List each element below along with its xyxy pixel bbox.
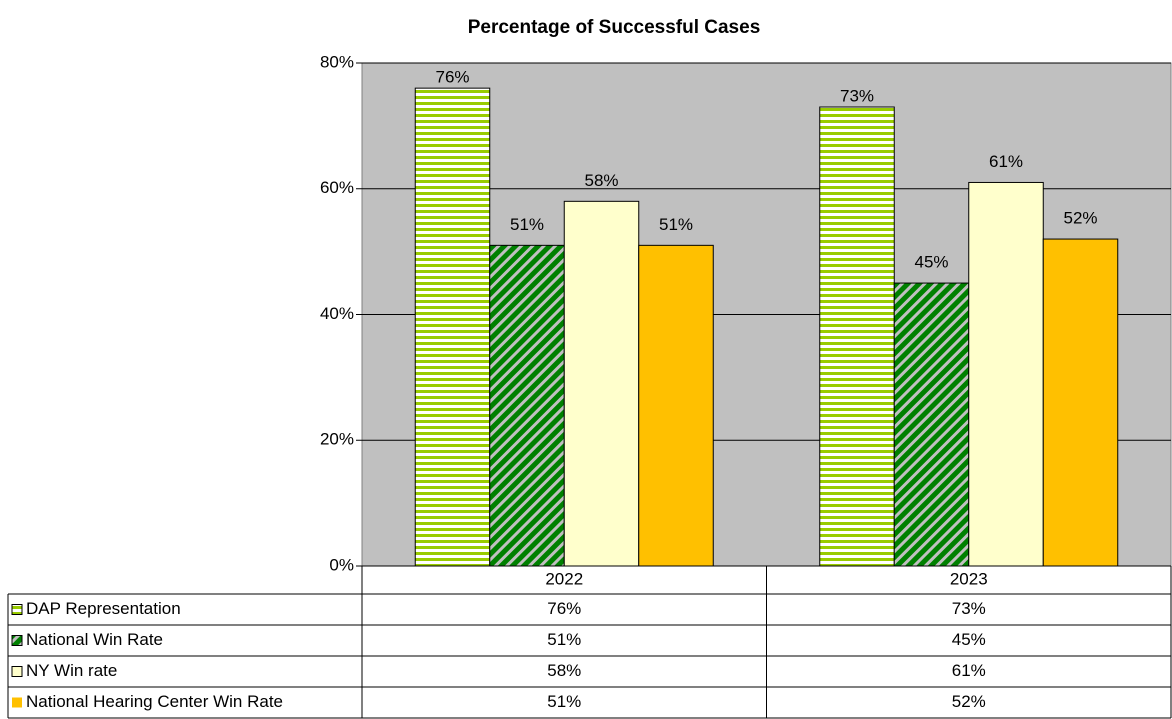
bar bbox=[489, 244, 565, 567]
legend-key bbox=[11, 635, 23, 646]
y-tick-label: 20% bbox=[320, 430, 354, 449]
x-tick-label: 2023 bbox=[950, 569, 988, 588]
table-value: 52% bbox=[952, 692, 986, 711]
table-value: 51% bbox=[547, 630, 581, 649]
value-label: 51% bbox=[510, 215, 544, 234]
value-label: 45% bbox=[914, 253, 948, 272]
table-value: 73% bbox=[952, 599, 986, 618]
value-label: 52% bbox=[1063, 209, 1097, 228]
bar bbox=[893, 282, 970, 567]
bar bbox=[414, 87, 491, 567]
y-tick-label: 80% bbox=[320, 52, 354, 71]
bar bbox=[819, 106, 895, 567]
bar bbox=[563, 200, 640, 567]
y-tick-label: 40% bbox=[320, 304, 354, 323]
bar bbox=[1042, 238, 1119, 567]
legend-label: National Hearing Center Win Rate bbox=[26, 692, 283, 711]
legend-key bbox=[12, 697, 22, 708]
x-tick-label: 2022 bbox=[545, 569, 583, 588]
legend-label: NY Win rate bbox=[26, 661, 117, 680]
y-tick-label: 60% bbox=[320, 178, 354, 197]
table-value: 51% bbox=[547, 692, 581, 711]
legend-key bbox=[11, 604, 23, 615]
bar bbox=[968, 181, 1044, 567]
chart-title: Percentage of Successful Cases bbox=[468, 17, 761, 38]
y-tick-label: 0% bbox=[329, 555, 354, 574]
value-label: 51% bbox=[659, 215, 693, 234]
table-value: 45% bbox=[952, 630, 986, 649]
bar bbox=[638, 244, 714, 567]
table-value: 61% bbox=[952, 661, 986, 680]
legend-label: DAP Representation bbox=[26, 599, 181, 618]
table-value: 76% bbox=[547, 599, 581, 618]
value-label: 73% bbox=[840, 86, 874, 105]
legend-label: National Win Rate bbox=[26, 630, 163, 649]
value-label: 61% bbox=[989, 152, 1023, 171]
legend-key bbox=[11, 666, 23, 677]
value-label: 76% bbox=[435, 68, 469, 87]
value-label: 58% bbox=[584, 171, 618, 190]
table-value: 58% bbox=[547, 661, 581, 680]
